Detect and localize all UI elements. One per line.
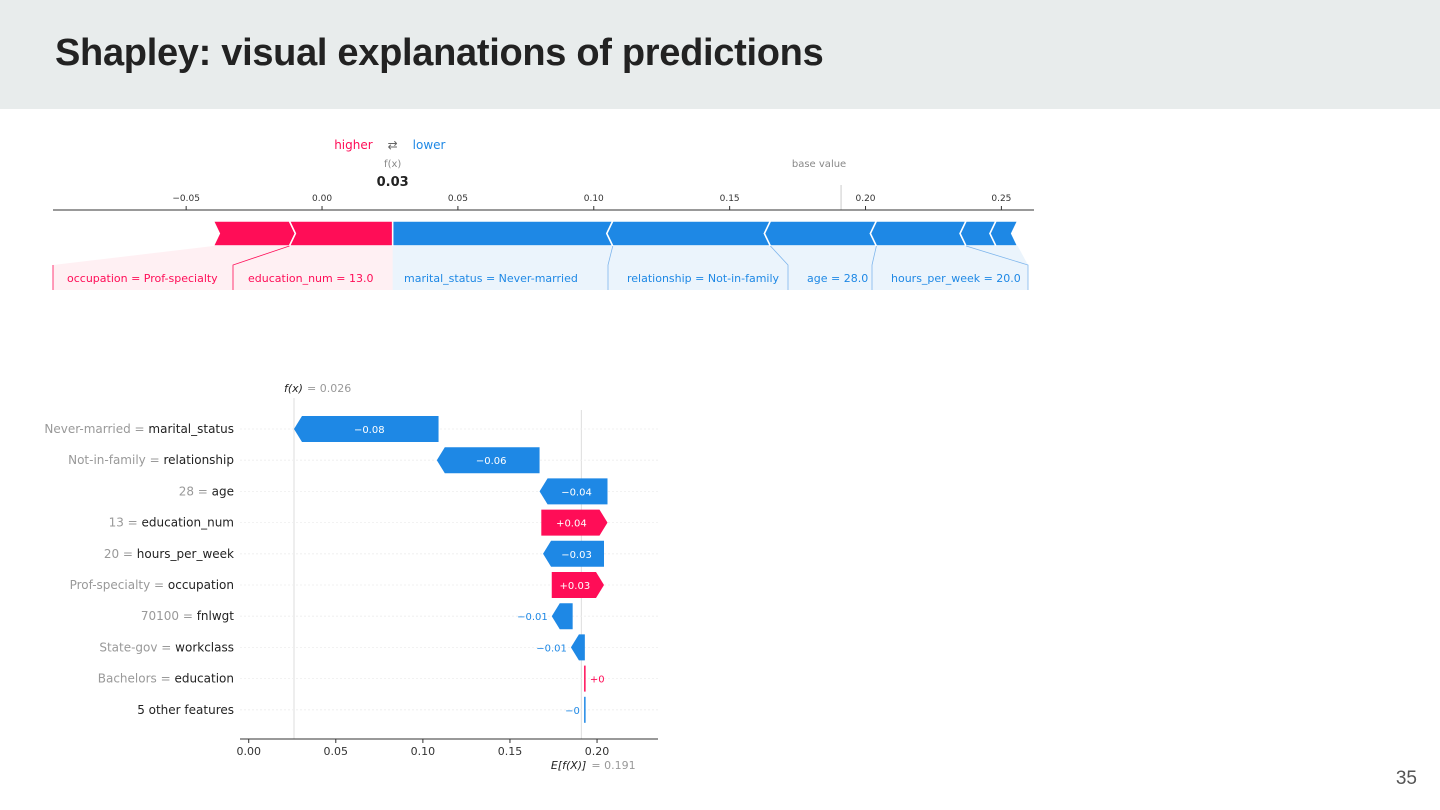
force-x-tick-label: −0.05 bbox=[172, 194, 200, 204]
wf-feature-name: 5 other features bbox=[137, 703, 234, 717]
force-x-tick-label: 0.00 bbox=[312, 194, 332, 204]
shap-waterfall-plot: f(x) = 0.026 Never-married = marital_statu… bbox=[44, 382, 658, 772]
wf-feature-value: 20 = bbox=[104, 547, 137, 561]
wf-bar-negative bbox=[570, 634, 585, 661]
wf-feature-value: State-gov = bbox=[99, 640, 175, 654]
wf-bar-label: +0.03 bbox=[560, 581, 591, 592]
wf-feature-value: Not-in-family = bbox=[68, 453, 163, 467]
wf-feature-value: 13 = bbox=[109, 516, 142, 530]
wf-feature-name: occupation bbox=[168, 578, 234, 592]
wf-feature-value: Never-married = bbox=[44, 422, 148, 436]
wf-bar-negative bbox=[293, 416, 439, 442]
wf-bar-label: +0 bbox=[590, 675, 605, 686]
force-shade-positive bbox=[53, 246, 393, 290]
force-feature-label: marital_status = Never-married bbox=[404, 272, 578, 285]
wf-feature-label: Not-in-family = relationship bbox=[68, 453, 234, 467]
force-segment-negative bbox=[391, 220, 614, 247]
force-connector bbox=[871, 245, 877, 290]
base-value-label: base value bbox=[792, 159, 846, 170]
wf-bar-negative bbox=[436, 447, 540, 474]
force-x-tick-label: 0.20 bbox=[855, 194, 875, 204]
force-x-tick-label: 0.25 bbox=[991, 194, 1011, 204]
force-segment-negative bbox=[605, 220, 772, 247]
wf-feature-label: Prof-specialty = occupation bbox=[70, 578, 234, 592]
wf-feature-name: hours_per_week bbox=[137, 547, 234, 561]
legend-arrow-icon: ⇄ bbox=[388, 138, 398, 152]
wf-feature-name: education_num bbox=[142, 516, 234, 530]
force-segment-positive bbox=[212, 220, 297, 247]
wf-feature-name: education bbox=[174, 672, 234, 686]
wf-bar-label: −0.04 bbox=[561, 487, 592, 498]
force-segment-positive bbox=[288, 220, 394, 247]
wf-feature-label: Bachelors = education bbox=[98, 672, 234, 686]
force-connector bbox=[770, 245, 789, 290]
force-feature-label: age = 28.0 bbox=[807, 272, 868, 285]
wf-bar-negative bbox=[543, 540, 605, 567]
wf-feature-name: marital_status bbox=[148, 422, 234, 436]
force-shade-negative bbox=[392, 246, 1029, 290]
wf-feature-label: 28 = age bbox=[179, 484, 234, 498]
wf-x-tick-label: 0.05 bbox=[324, 745, 349, 758]
legend-higher: higher bbox=[334, 138, 373, 152]
force-feature-label: hours_per_week = 20.0 bbox=[891, 272, 1021, 285]
wf-feature-value: Bachelors = bbox=[98, 672, 175, 686]
force-x-tick-label: 0.05 bbox=[448, 194, 468, 204]
fx-value: 0.03 bbox=[377, 175, 409, 190]
wf-feature-label: 20 = hours_per_week bbox=[104, 547, 234, 561]
wf-x-tick-label: 0.10 bbox=[411, 745, 436, 758]
wf-feature-value: Prof-specialty = bbox=[70, 578, 168, 592]
wf-feature-label: State-gov = workclass bbox=[99, 640, 234, 654]
force-feature-label: relationship = Not-in-family bbox=[627, 272, 780, 285]
shap-force-plot: higher ⇄ lower f(x) 0.03 base value −0.05 0.00 0… bbox=[52, 138, 1034, 290]
wf-bar-label: −0.01 bbox=[536, 643, 567, 654]
legend-lower: lower bbox=[413, 138, 446, 152]
wf-bar-label: −0.01 bbox=[517, 612, 548, 623]
force-connector bbox=[607, 245, 614, 290]
wf-bar-label: −0 bbox=[565, 706, 580, 717]
wf-fx-value: = 0.026 bbox=[307, 382, 351, 395]
wf-bar-label: −0.03 bbox=[561, 550, 592, 561]
wf-bar-negative bbox=[539, 478, 608, 505]
force-connector bbox=[965, 245, 1029, 290]
wf-efx-label: E[f(X)] bbox=[551, 759, 587, 772]
wf-feature-value: 28 = bbox=[179, 484, 212, 498]
force-segment-negative bbox=[763, 220, 878, 247]
wf-feature-label: 70100 = fnlwgt bbox=[141, 609, 234, 623]
wf-bar-label: −0.08 bbox=[354, 425, 385, 436]
wf-feature-label: 5 other features bbox=[137, 703, 234, 717]
wf-bar-negative bbox=[551, 603, 573, 630]
force-feature-label: occupation = Prof-specialty bbox=[67, 272, 218, 285]
wf-x-tick-label: 0.00 bbox=[236, 745, 261, 758]
force-segment-negative bbox=[989, 220, 1019, 247]
force-x-tick-label: 0.15 bbox=[720, 194, 740, 204]
wf-x-tick-label: 0.15 bbox=[498, 745, 523, 758]
wf-bar-label: +0.04 bbox=[556, 519, 587, 530]
slide-header: Shapley: visual explanations of predicti… bbox=[0, 0, 1440, 109]
wf-feature-label: Never-married = marital_status bbox=[44, 422, 234, 436]
wf-feature-name: relationship bbox=[163, 453, 234, 467]
force-feature-label: education_num = 13.0 bbox=[248, 272, 373, 285]
slide-title: Shapley: visual explanations of predicti… bbox=[55, 32, 824, 74]
force-connector bbox=[232, 245, 290, 290]
wf-bar-positive bbox=[541, 509, 608, 536]
wf-feature-value: 70100 = bbox=[141, 609, 197, 623]
wf-bar-positive bbox=[551, 572, 605, 598]
wf-feature-name: age bbox=[212, 484, 234, 498]
fx-label: f(x) bbox=[384, 159, 401, 170]
force-x-tick-label: 0.10 bbox=[584, 194, 604, 204]
wf-feature-label: 13 = education_num bbox=[109, 516, 234, 530]
wf-feature-name: workclass bbox=[175, 640, 234, 654]
wf-efx-value: = 0.191 bbox=[591, 759, 635, 772]
force-segment-negative bbox=[869, 220, 968, 247]
wf-bar-label: −0.06 bbox=[476, 456, 507, 467]
wf-feature-name: fnlwgt bbox=[197, 609, 235, 623]
wf-x-tick-label: 0.20 bbox=[585, 745, 610, 758]
wf-fx-label: f(x) bbox=[284, 382, 303, 395]
page-number: 35 bbox=[1395, 768, 1417, 789]
